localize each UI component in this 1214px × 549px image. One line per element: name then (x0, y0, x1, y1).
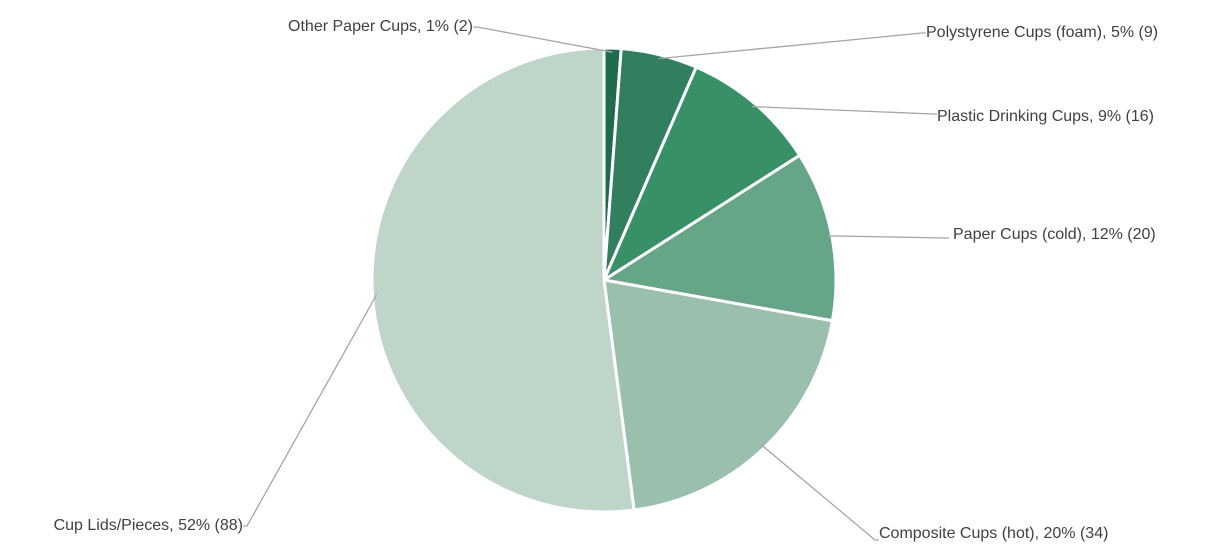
data-label-plastic-drinking-cups: Plastic Drinking Cups, 9% (16) (937, 108, 1154, 125)
data-label-cup-lids-pieces: Cup Lids/Pieces, 52% (88) (54, 517, 243, 534)
slices-layer (370, 46, 838, 514)
data-label-paper-cups-cold: Paper Cups (cold), 12% (20) (953, 226, 1156, 243)
leader-line-polystyrene-cups-foam (658, 32, 926, 60)
leader-line-composite-cups-hot (760, 444, 879, 541)
leader-line-other-paper-cups (473, 26, 613, 53)
pie-slice-cup-lids-pieces (370, 46, 636, 514)
data-label-composite-cups-hot: Composite Cups (hot), 20% (34) (879, 525, 1108, 542)
data-label-other-paper-cups: Other Paper Cups, 1% (2) (288, 18, 473, 35)
leader-line-paper-cups-cold (827, 235, 949, 239)
leader-line-plastic-drinking-cups (751, 105, 937, 115)
leader-line-cup-lids-pieces (243, 294, 378, 527)
pie-slice-paper-cups-cold (602, 153, 838, 323)
data-label-polystyrene-cups-foam: Polystyrene Cups (foam), 5% (9) (926, 24, 1158, 41)
pie-slice-plastic-drinking-cups (602, 65, 802, 282)
data-labels-layer: Other Paper Cups, 1% (2) Polystyrene Cups… (54, 18, 1159, 542)
leader-lines-layer (243, 26, 949, 541)
